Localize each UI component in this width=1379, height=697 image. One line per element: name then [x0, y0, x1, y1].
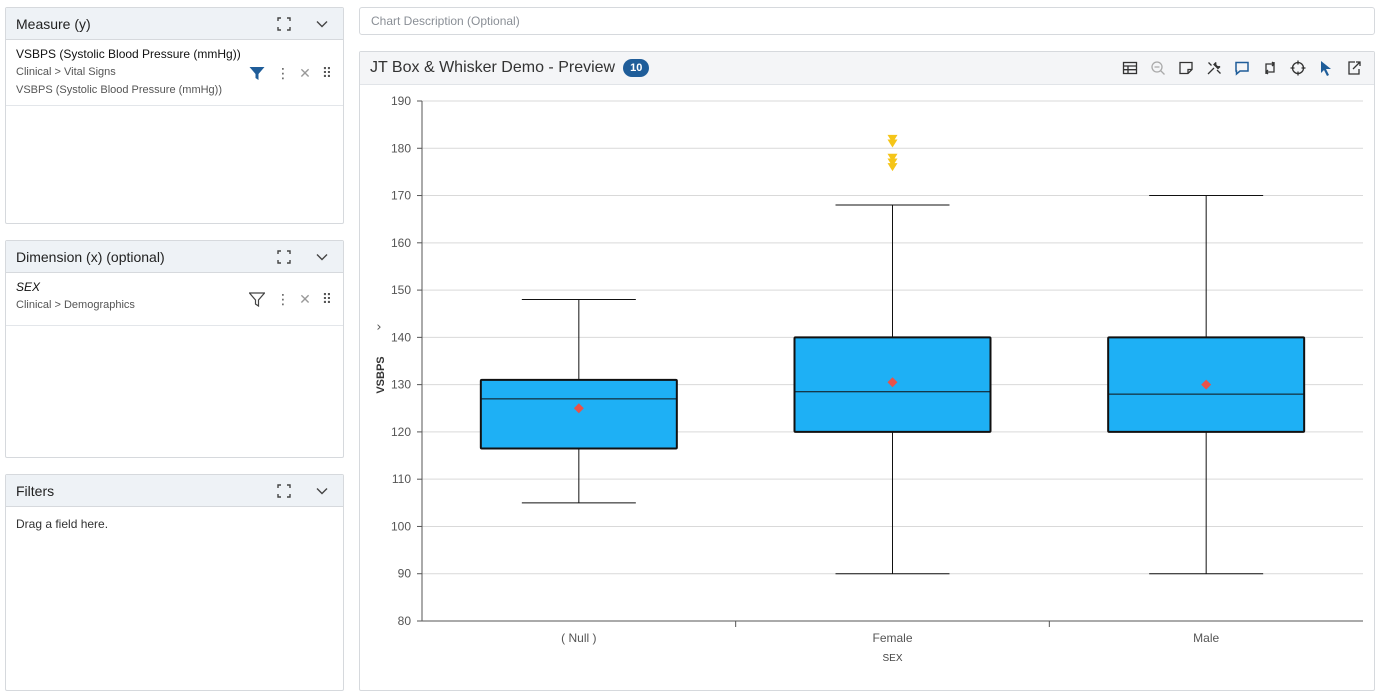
comment-icon[interactable]	[1232, 58, 1252, 78]
measure-panel-title: Measure (y)	[16, 15, 91, 32]
table-icon[interactable]	[1120, 58, 1140, 78]
box-whisker-chart[interactable]: 80 90 100 110 120 130 140 150 160 170 180 190 VSBPS ›…	[360, 85, 1374, 690]
dimension-field-name: SEX	[16, 280, 41, 294]
mean-marker	[1201, 379, 1212, 390]
y-tick-label: 180	[391, 141, 411, 155]
measure-panel-header: Measure (y)	[6, 8, 343, 40]
zoom-out-icon[interactable]	[1148, 58, 1168, 78]
x-tick-label: Male	[1193, 631, 1219, 645]
swap-icon[interactable]	[1260, 58, 1280, 78]
expand-icon[interactable]	[273, 13, 295, 35]
dimension-panel: Dimension (x) (optional) SEX Clinical > …	[5, 240, 344, 458]
export-icon[interactable]	[1344, 58, 1364, 78]
remove-icon[interactable]: ✕	[299, 64, 311, 81]
chevron-down-icon[interactable]	[311, 246, 333, 268]
y-tick-label: 80	[398, 614, 412, 628]
more-options-icon[interactable]: ⋮	[276, 290, 290, 307]
chart-title: JT Box & Whisker Demo - Preview	[370, 59, 616, 76]
measure-field[interactable]: VSBPS (Systolic Blood Pressure (mmHg)) C…	[6, 40, 343, 106]
chevron-down-icon[interactable]	[311, 13, 333, 35]
filter-icon[interactable]	[249, 290, 265, 308]
expand-icon[interactable]	[273, 480, 295, 502]
outlier-marker	[887, 163, 898, 172]
x-tick-label: ( Null )	[561, 631, 596, 645]
iqr-box	[479, 378, 678, 450]
crosshair-icon[interactable]	[1288, 58, 1308, 78]
more-options-icon[interactable]: ⋮	[276, 64, 290, 81]
chart-header: JT Box & Whisker Demo - Preview 10	[360, 52, 1374, 85]
measure-field-path: Clinical > Vital Signs	[16, 66, 116, 78]
measure-field-name: VSBPS (Systolic Blood Pressure (mmHg))	[16, 47, 241, 61]
chart-toolbar	[1120, 58, 1364, 78]
outlier-marker	[887, 134, 898, 143]
y-tick-label: 120	[391, 425, 411, 439]
measure-field-description: VSBPS (Systolic Blood Pressure (mmHg))	[16, 84, 222, 96]
chevron-down-icon[interactable]	[311, 480, 333, 502]
x-axis-label: SEX	[882, 653, 902, 664]
mean-marker	[887, 377, 898, 388]
outlier-marker	[887, 158, 898, 167]
pointer-icon[interactable]	[1316, 58, 1336, 78]
chart-panel: JT Box & Whisker Demo - Preview 10	[359, 51, 1375, 691]
tools-icon[interactable]	[1204, 58, 1224, 78]
dimension-panel-title: Dimension (x) (optional)	[16, 248, 165, 265]
y-tick-label: 90	[398, 567, 412, 581]
axis-collapse-chevron-icon: ›	[376, 320, 381, 335]
filters-drop-zone[interactable]: Drag a field here.	[16, 517, 109, 531]
y-tick-label: 150	[391, 283, 411, 297]
filters-panel: Filters Drag a field here.	[5, 474, 344, 691]
remove-icon[interactable]: ✕	[299, 290, 311, 307]
drag-handle-icon[interactable]: ⠿	[321, 64, 333, 81]
dimension-panel-header: Dimension (x) (optional)	[6, 241, 343, 273]
chart-description-input[interactable]	[359, 7, 1375, 35]
measure-panel: Measure (y) VSBPS (Systolic Blood Pressu…	[5, 7, 344, 224]
expand-icon[interactable]	[273, 246, 295, 268]
filter-active-icon[interactable]	[249, 64, 265, 82]
x-tick-label: Female	[872, 631, 912, 645]
dimension-field-path: Clinical > Demographics	[16, 299, 135, 311]
y-tick-label: 140	[391, 330, 411, 344]
mean-marker	[573, 403, 584, 414]
y-tick-label: 100	[391, 519, 411, 533]
y-tick-label: 110	[392, 472, 411, 486]
y-tick-label: 190	[391, 94, 411, 108]
y-axis-label: VSBPS	[375, 356, 387, 393]
filters-panel-title: Filters	[16, 482, 55, 499]
record-count-badge: 10	[623, 59, 650, 77]
y-tick-label: 130	[391, 378, 411, 392]
filters-panel-header: Filters	[6, 475, 343, 507]
dimension-field[interactable]: SEX Clinical > Demographics ⋮ ✕ ⠿	[6, 273, 343, 326]
note-icon[interactable]	[1176, 58, 1196, 78]
drag-handle-icon[interactable]: ⠿	[321, 290, 333, 307]
outlier-marker	[887, 153, 898, 162]
y-tick-label: 170	[391, 189, 411, 203]
y-tick-label: 160	[391, 236, 411, 250]
outlier-marker	[887, 139, 898, 148]
